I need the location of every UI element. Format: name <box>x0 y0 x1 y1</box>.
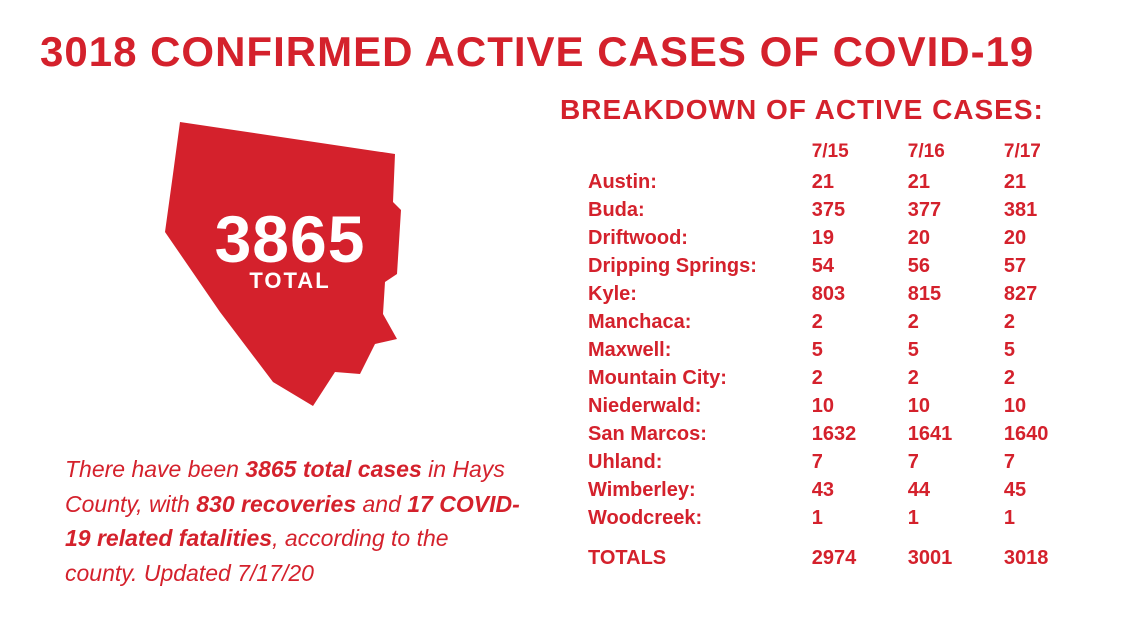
city-cell: Manchaca: <box>560 309 812 337</box>
value-cell: 1641 <box>908 421 1004 449</box>
value-cell: 5 <box>908 337 1004 365</box>
value-cell: 21 <box>908 169 1004 197</box>
value-cell: 815 <box>908 281 1004 309</box>
breakdown-table: 7/15 7/16 7/17 Austin:212121Buda:3753773… <box>560 138 1100 572</box>
value-cell: 1 <box>908 505 1004 533</box>
value-cell: 10 <box>812 393 908 421</box>
value-cell: 21 <box>812 169 908 197</box>
table-row: Buda:375377381 <box>560 197 1100 225</box>
value-cell: 10 <box>908 393 1004 421</box>
blurb-recoveries: 830 recoveries <box>196 491 356 517</box>
value-cell: 2 <box>812 309 908 337</box>
map-total-block: 3865 TOTAL <box>135 206 445 294</box>
value-cell: 19 <box>812 225 908 253</box>
value-cell: 20 <box>1004 225 1100 253</box>
value-cell: 377 <box>908 197 1004 225</box>
city-cell: Mountain City: <box>560 365 812 393</box>
right-column: BREAKDOWN OF ACTIVE CASES: 7/15 7/16 7/1… <box>540 94 1100 590</box>
value-cell: 2 <box>812 365 908 393</box>
value-cell: 10 <box>1004 393 1100 421</box>
value-cell: 1 <box>1004 505 1100 533</box>
value-cell: 5 <box>812 337 908 365</box>
city-cell: Woodcreek: <box>560 505 812 533</box>
value-cell: 827 <box>1004 281 1100 309</box>
value-cell: 1 <box>812 505 908 533</box>
value-cell: 7 <box>812 449 908 477</box>
city-cell: Maxwell: <box>560 337 812 365</box>
value-cell: 2 <box>1004 365 1100 393</box>
blurb-pre: There have been <box>65 456 245 482</box>
map-total-number: 3865 <box>135 206 445 272</box>
value-cell: 43 <box>812 477 908 505</box>
table-row: San Marcos:163216411640 <box>560 421 1100 449</box>
totals-cell: 3001 <box>908 533 1004 573</box>
city-cell: San Marcos: <box>560 421 812 449</box>
table-row: Manchaca:222 <box>560 309 1100 337</box>
table-row: Dripping Springs:545657 <box>560 253 1100 281</box>
value-cell: 57 <box>1004 253 1100 281</box>
table-row: Niederwald:101010 <box>560 393 1100 421</box>
totals-cell: 3018 <box>1004 533 1100 573</box>
left-column: 3865 TOTAL There have been 3865 total ca… <box>40 94 540 590</box>
city-cell: Driftwood: <box>560 225 812 253</box>
blurb-mid2: and <box>356 491 407 517</box>
value-cell: 381 <box>1004 197 1100 225</box>
value-cell: 45 <box>1004 477 1100 505</box>
value-cell: 1640 <box>1004 421 1100 449</box>
value-cell: 2 <box>908 309 1004 337</box>
value-cell: 56 <box>908 253 1004 281</box>
totals-label: TOTALS <box>560 533 812 573</box>
city-cell: Dripping Springs: <box>560 253 812 281</box>
value-cell: 2 <box>908 365 1004 393</box>
value-cell: 21 <box>1004 169 1100 197</box>
city-cell: Wimberley: <box>560 477 812 505</box>
value-cell: 20 <box>908 225 1004 253</box>
table-row: Woodcreek:111 <box>560 505 1100 533</box>
headline: 3018 CONFIRMED ACTIVE CASES OF COVID-19 <box>40 28 1100 76</box>
totals-cell: 2974 <box>812 533 908 573</box>
table-row: Driftwood:192020 <box>560 225 1100 253</box>
table-row: Maxwell:555 <box>560 337 1100 365</box>
city-cell: Niederwald: <box>560 393 812 421</box>
breakdown-title: BREAKDOWN OF ACTIVE CASES: <box>560 94 1100 126</box>
table-header-row: 7/15 7/16 7/17 <box>560 138 1100 169</box>
date-col-1: 7/16 <box>908 138 1004 169</box>
table-row: Kyle:803815827 <box>560 281 1100 309</box>
value-cell: 2 <box>1004 309 1100 337</box>
totals-row: TOTALS297430013018 <box>560 533 1100 573</box>
content-row: 3865 TOTAL There have been 3865 total ca… <box>40 94 1100 590</box>
value-cell: 375 <box>812 197 908 225</box>
city-cell: Buda: <box>560 197 812 225</box>
date-col-2: 7/17 <box>1004 138 1100 169</box>
value-cell: 44 <box>908 477 1004 505</box>
value-cell: 1632 <box>812 421 908 449</box>
table-row: Austin:212121 <box>560 169 1100 197</box>
value-cell: 5 <box>1004 337 1100 365</box>
summary-blurb: There have been 3865 total cases in Hays… <box>55 452 525 590</box>
city-cell: Kyle: <box>560 281 812 309</box>
map-total-label: TOTAL <box>135 268 445 294</box>
value-cell: 54 <box>812 253 908 281</box>
table-row: Wimberley:434445 <box>560 477 1100 505</box>
county-map: 3865 TOTAL <box>135 114 445 424</box>
blurb-total-cases: 3865 total cases <box>245 456 421 482</box>
city-cell: Uhland: <box>560 449 812 477</box>
date-col-0: 7/15 <box>812 138 908 169</box>
table-row: Mountain City:222 <box>560 365 1100 393</box>
table-row: Uhland:777 <box>560 449 1100 477</box>
value-cell: 7 <box>1004 449 1100 477</box>
value-cell: 803 <box>812 281 908 309</box>
city-cell: Austin: <box>560 169 812 197</box>
value-cell: 7 <box>908 449 1004 477</box>
